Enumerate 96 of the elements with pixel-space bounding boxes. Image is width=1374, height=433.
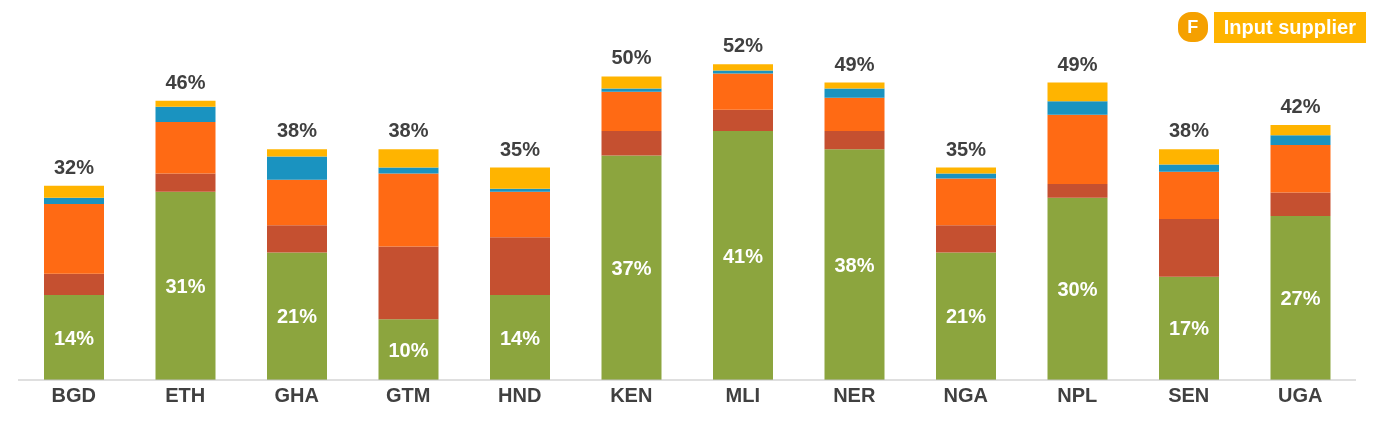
total-label: 32% bbox=[53, 155, 95, 178]
bar bbox=[1159, 149, 1219, 165]
bar bbox=[824, 131, 885, 150]
bar bbox=[155, 173, 216, 192]
bar bbox=[490, 295, 550, 380]
x-tick-label: GHA bbox=[274, 384, 319, 407]
bar bbox=[44, 295, 104, 380]
bar bbox=[936, 167, 996, 174]
bar bbox=[1270, 125, 1331, 136]
x-tick-label: SEN bbox=[1168, 384, 1210, 407]
bar bbox=[1270, 192, 1331, 217]
bar bbox=[713, 109, 773, 132]
bar bbox=[601, 155, 662, 380]
data-label: 10% bbox=[388, 338, 429, 361]
bar bbox=[378, 173, 439, 247]
bar bbox=[1159, 171, 1219, 220]
x-tick-label: ETH bbox=[165, 384, 206, 407]
data-label: 21% bbox=[276, 305, 318, 328]
bar bbox=[713, 131, 773, 380]
data-label: 38% bbox=[834, 253, 875, 276]
bar bbox=[378, 246, 439, 320]
x-tick-label: UGA bbox=[1278, 384, 1323, 407]
bar bbox=[936, 178, 996, 226]
total-label: 38% bbox=[388, 119, 429, 142]
x-tick-label: NER bbox=[833, 384, 876, 407]
total-label: 42% bbox=[1280, 95, 1321, 118]
bar bbox=[601, 91, 662, 132]
bar bbox=[267, 156, 327, 180]
bar bbox=[155, 100, 216, 107]
bar bbox=[155, 106, 216, 122]
x-tick-label: HND bbox=[498, 384, 542, 407]
data-label: 27% bbox=[1280, 287, 1321, 310]
total-label: 52% bbox=[722, 34, 764, 57]
bar bbox=[1159, 219, 1219, 277]
bar bbox=[1270, 135, 1331, 146]
x-tick-label: KEN bbox=[610, 384, 653, 407]
bar bbox=[936, 252, 996, 380]
bar bbox=[824, 82, 885, 89]
bar bbox=[490, 237, 550, 296]
total-label: 35% bbox=[499, 137, 541, 160]
x-tick-label: MLI bbox=[725, 384, 760, 407]
bar bbox=[713, 73, 773, 110]
bar bbox=[1270, 145, 1331, 193]
total-label: 49% bbox=[834, 52, 875, 75]
bar bbox=[490, 188, 550, 192]
total-label: 49% bbox=[1057, 52, 1098, 75]
bar bbox=[713, 70, 773, 74]
bar bbox=[155, 191, 216, 380]
bar bbox=[1159, 276, 1219, 380]
bar bbox=[490, 167, 550, 189]
bar bbox=[713, 64, 773, 71]
bar bbox=[1047, 197, 1108, 380]
bar bbox=[44, 273, 104, 296]
data-label: 37% bbox=[611, 256, 652, 279]
bar bbox=[601, 131, 662, 156]
bar bbox=[936, 225, 996, 253]
bar bbox=[44, 185, 104, 198]
total-label: 35% bbox=[945, 137, 987, 160]
bar bbox=[267, 252, 327, 380]
data-label: 30% bbox=[1057, 277, 1098, 300]
data-label: 21% bbox=[945, 305, 987, 328]
bar bbox=[824, 97, 885, 132]
letter-badge: F bbox=[1175, 10, 1210, 44]
bar bbox=[1270, 216, 1331, 380]
bar bbox=[824, 88, 885, 98]
bar bbox=[601, 76, 662, 89]
bar bbox=[267, 225, 327, 253]
total-label: 46% bbox=[165, 70, 206, 93]
bar bbox=[824, 149, 885, 380]
x-tick-label: BGD bbox=[51, 384, 96, 407]
text: Input supplier bbox=[1213, 11, 1366, 43]
data-label: 31% bbox=[165, 274, 206, 297]
bar bbox=[1047, 82, 1108, 102]
data-label: 14% bbox=[53, 326, 95, 349]
bar bbox=[1047, 183, 1108, 198]
bar bbox=[1047, 101, 1108, 115]
x-tick-label: NGA bbox=[943, 384, 988, 407]
bar bbox=[44, 203, 104, 274]
bar bbox=[1047, 114, 1108, 184]
bar bbox=[44, 197, 104, 204]
total-label: 38% bbox=[1168, 119, 1210, 142]
bar bbox=[155, 121, 216, 174]
x-tick-label: NPL bbox=[1057, 384, 1098, 407]
x-tick-label: GTM bbox=[386, 384, 431, 407]
bar bbox=[378, 149, 439, 168]
total-label: 50% bbox=[611, 46, 652, 69]
total-label: 38% bbox=[276, 119, 318, 142]
bar bbox=[267, 179, 327, 226]
data-label: 17% bbox=[1168, 317, 1210, 340]
bar bbox=[1159, 164, 1219, 172]
bar bbox=[601, 88, 662, 92]
bar bbox=[490, 191, 550, 238]
bar bbox=[378, 167, 439, 174]
bar bbox=[267, 149, 327, 157]
data-label: 14% bbox=[499, 326, 541, 349]
data-label: 41% bbox=[722, 244, 764, 267]
